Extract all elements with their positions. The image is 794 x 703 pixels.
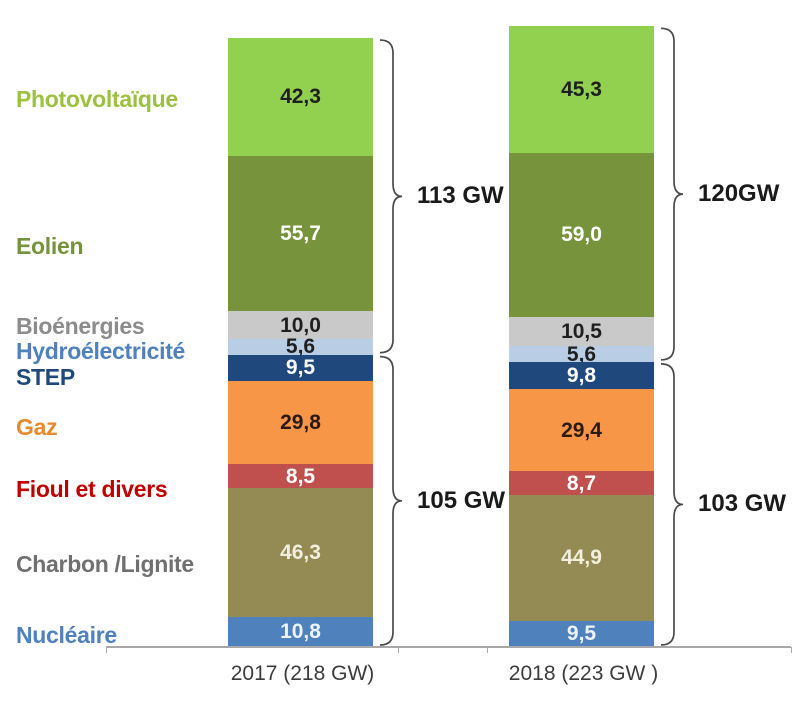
x-axis-tick [398, 647, 399, 653]
bar-segment-bioenergies-2: 10,5 [509, 317, 654, 347]
x-axis-tick [106, 647, 107, 653]
bar-segment-gaz-2: 29,4 [509, 389, 654, 472]
segment-value: 44,9 [561, 546, 602, 570]
series-label-nucleaire: Nucléaire [16, 621, 117, 648]
segment-value: 10,0 [280, 313, 321, 337]
bracket-3 [660, 27, 684, 361]
bar-segment-step-1: 9,5 [228, 354, 373, 382]
x-axis-tick [487, 647, 488, 653]
series-label-photovoltaique: Photovoltaïque [16, 85, 178, 112]
segment-value: 5,6 [285, 335, 316, 359]
segment-value: 8,7 [566, 471, 597, 495]
bracket-1 [379, 39, 403, 354]
segment-value: 29,8 [280, 411, 321, 435]
bracket-2 [379, 355, 403, 646]
bar-segment-photovoltaique-1: 42,3 [228, 38, 373, 156]
segment-value: 5,6 [566, 342, 597, 366]
category-label-1: 2017 (218 GW) [230, 662, 375, 685]
bracket-total-label: 103 GW [698, 490, 787, 518]
series-label-hydroelectricite: Hydroélectricité [16, 337, 186, 364]
series-label-step: STEP [16, 363, 75, 390]
segment-value: 55,7 [280, 222, 321, 246]
bar-segment-eolien-2: 59,0 [509, 152, 654, 317]
bracket-total-label: 113 GW [417, 182, 504, 210]
series-label-fioul-et-divers: Fioul et divers [16, 476, 168, 503]
bar-segment-bioenergies-1: 10,0 [228, 311, 373, 340]
bar-segment-nucleaire-2: 9,5 [509, 620, 654, 647]
bracket-4 [660, 363, 684, 646]
series-label-bioenergies: Bioénergies [16, 313, 145, 340]
segment-value: 9,5 [566, 622, 597, 646]
bar-segment-charbon-lignite-1: 46,3 [228, 487, 373, 617]
series-label-eolien: Eolien [16, 232, 84, 259]
bar-segment-photovoltaique-2: 45,3 [509, 26, 654, 153]
bracket-total-label: 105 GW [417, 486, 506, 514]
bar-segment-charbon-lignite-2: 44,9 [509, 495, 654, 621]
segment-value: 42,3 [280, 85, 321, 109]
x-axis-line [106, 646, 791, 648]
bar-segment-gaz-1: 29,8 [228, 381, 373, 465]
bar-segment-step-2: 9,8 [509, 361, 654, 390]
bar-segment-hydroelectricite-2: 5,6 [509, 342, 654, 366]
segment-value: 10,5 [561, 320, 602, 344]
bar-segment-hydroelectricite-1: 5,6 [228, 335, 373, 359]
segment-value: 10,8 [280, 620, 321, 644]
segment-value: 8,5 [285, 464, 316, 488]
segment-value: 59,0 [561, 223, 602, 247]
series-label-charbon-lignite: Charbon /Lignite [16, 551, 194, 578]
bar-segment-nucleaire-1: 10,8 [228, 616, 373, 647]
bracket-total-label: 120GW [698, 180, 780, 208]
segment-value: 45,3 [561, 77, 602, 101]
segment-value: 9,5 [285, 356, 316, 380]
segment-value: 29,4 [561, 418, 602, 442]
segment-value: 9,8 [566, 364, 597, 388]
x-axis-tick [791, 647, 792, 653]
segment-value: 46,3 [280, 540, 321, 564]
series-label-gaz: Gaz [16, 413, 58, 440]
category-label-2: 2018 (223 GW ) [508, 662, 659, 685]
bar-segment-fioul-et-divers-2: 8,7 [509, 471, 654, 496]
bar-segment-fioul-et-divers-1: 8,5 [228, 464, 373, 488]
bar-segment-eolien-1: 55,7 [228, 155, 373, 312]
